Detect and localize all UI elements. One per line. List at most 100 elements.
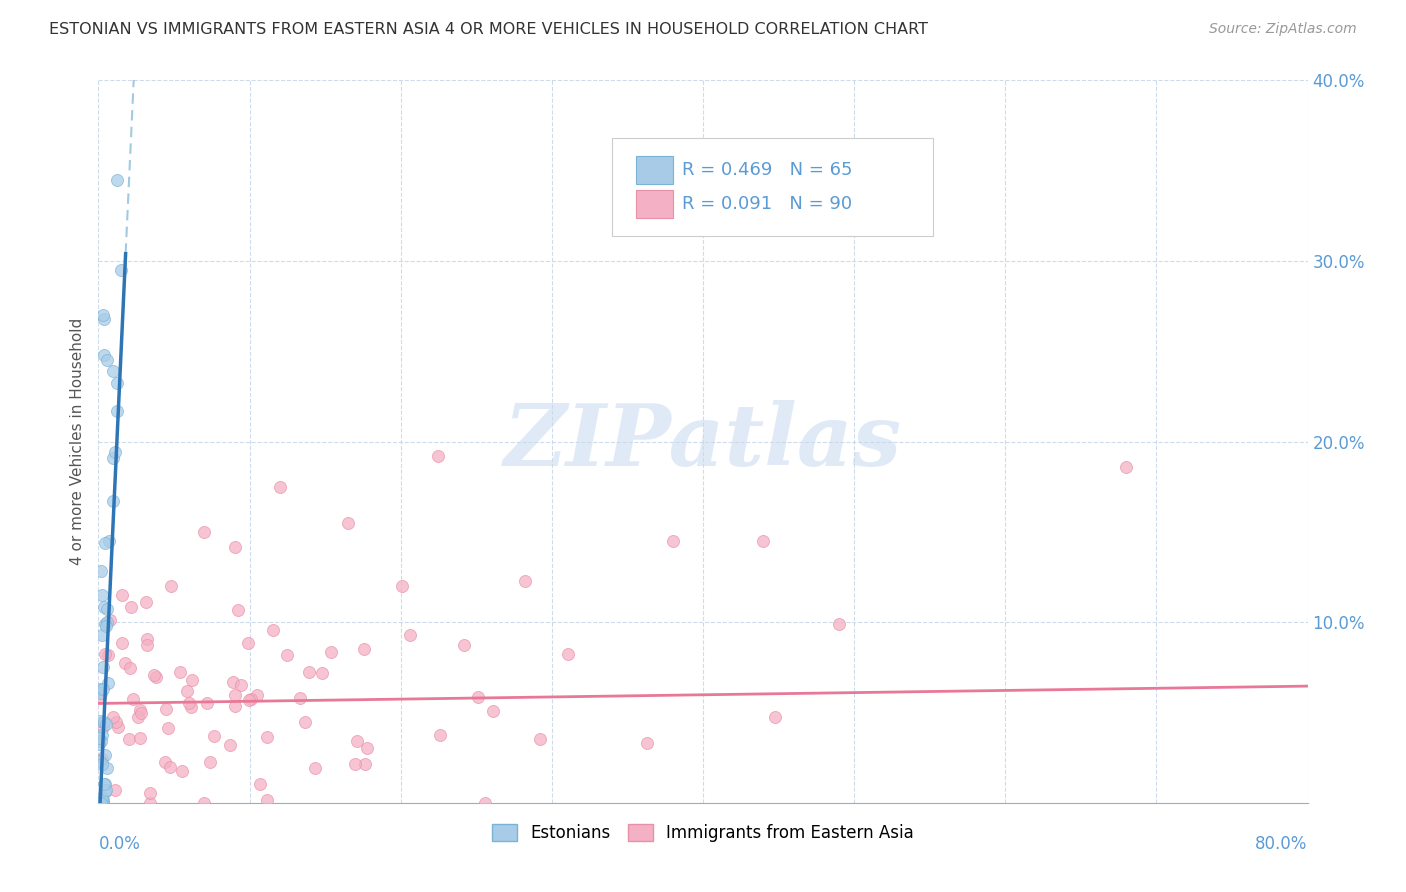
Point (91, 588, 114, 602)
Point (93, 785, 115, 799)
Point (93, 348, 115, 362)
Point (294, 714, 316, 729)
Point (89, 796, 111, 810)
Text: R = 0.469   N = 65: R = 0.469 N = 65 (682, 161, 853, 179)
Point (1115, 459, 1137, 474)
Point (87, 796, 110, 810)
Point (202, 729, 225, 743)
Point (90, 796, 112, 810)
Point (529, 732, 551, 747)
Point (104, 782, 127, 797)
Point (101, 710, 124, 724)
Point (90, 790, 112, 805)
Point (87, 796, 110, 810)
Point (94, 783, 117, 797)
Point (391, 579, 413, 593)
Point (94, 617, 117, 632)
Point (153, 755, 176, 769)
Point (336, 516, 359, 530)
Point (240, 692, 263, 706)
Point (93, 714, 115, 729)
Point (98, 613, 121, 627)
Point (262, 623, 284, 637)
Point (155, 701, 177, 715)
Point (114, 656, 136, 670)
Point (101, 364, 124, 378)
Y-axis label: 4 or more Vehicles in Household: 4 or more Vehicles in Household (70, 318, 86, 566)
Point (246, 688, 269, 702)
Point (101, 451, 124, 466)
FancyBboxPatch shape (637, 156, 672, 184)
Point (91, 682, 114, 697)
Point (91, 720, 114, 734)
Point (94, 535, 117, 549)
Point (96, 762, 118, 776)
Point (356, 740, 378, 755)
Point (193, 524, 215, 539)
Point (89, 796, 111, 810)
Point (136, 638, 159, 652)
Point (96, 615, 118, 629)
Point (90, 564, 112, 578)
Point (90, 796, 112, 810)
Point (176, 683, 198, 698)
Point (93, 776, 115, 790)
Text: ZIPatlas: ZIPatlas (503, 400, 903, 483)
Point (256, 793, 278, 807)
Point (139, 786, 162, 800)
Point (269, 480, 291, 494)
Point (104, 445, 127, 459)
Point (120, 599, 142, 614)
Point (105, 172, 128, 186)
Point (170, 764, 193, 779)
Point (87, 737, 110, 751)
Point (661, 533, 683, 548)
Point (224, 689, 246, 703)
Legend: Estonians, Immigrants from Eastern Asia: Estonians, Immigrants from Eastern Asia (485, 817, 921, 848)
Point (311, 665, 333, 680)
Point (256, 731, 278, 745)
Point (90, 796, 112, 810)
Point (304, 762, 326, 776)
Point (101, 494, 124, 508)
Point (90, 796, 112, 810)
Point (89, 796, 111, 810)
Point (226, 603, 249, 617)
Point (87, 731, 110, 745)
Point (143, 667, 166, 681)
Point (127, 710, 149, 724)
Point (87, 796, 110, 810)
Point (467, 690, 489, 704)
Point (89, 754, 111, 768)
Point (229, 678, 252, 692)
Point (177, 696, 200, 710)
Point (298, 665, 321, 680)
Point (224, 698, 246, 713)
Point (129, 731, 152, 745)
Point (828, 617, 851, 632)
Point (105, 403, 128, 417)
Point (218, 738, 240, 752)
Point (276, 648, 298, 662)
Point (89, 690, 111, 705)
Point (763, 710, 786, 724)
Text: R = 0.091   N = 90: R = 0.091 N = 90 (682, 194, 852, 213)
Point (89, 796, 111, 810)
Text: 0.0%: 0.0% (98, 835, 141, 854)
Point (94, 619, 117, 633)
Point (91, 728, 114, 742)
Point (353, 642, 375, 657)
Point (87, 796, 110, 810)
Point (346, 733, 368, 747)
Point (122, 692, 145, 706)
Point (93, 311, 115, 326)
Point (429, 728, 451, 742)
Point (89, 714, 111, 729)
Point (110, 263, 132, 277)
Point (91, 308, 114, 322)
Point (169, 665, 191, 680)
Point (353, 757, 375, 772)
Point (111, 588, 134, 602)
Point (90, 796, 112, 810)
Point (107, 720, 129, 734)
